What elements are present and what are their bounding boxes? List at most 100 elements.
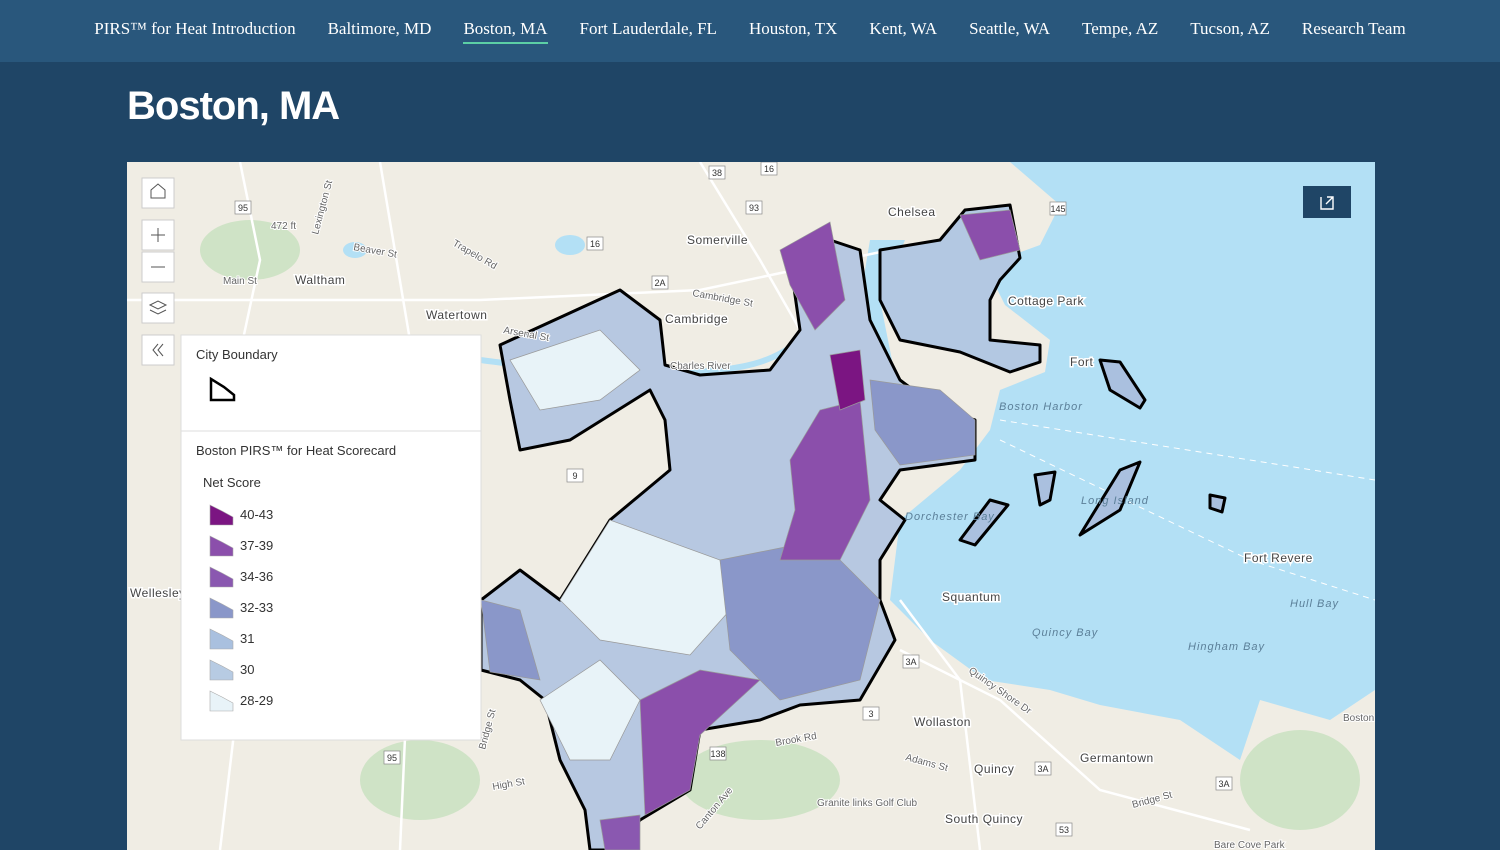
nav-link[interactable]: Kent, WA bbox=[869, 18, 938, 38]
shield-box bbox=[1034, 761, 1052, 776]
place-label: Hingham Bay bbox=[1188, 641, 1266, 653]
shield-box bbox=[586, 236, 604, 251]
legend-label: 31 bbox=[240, 631, 254, 646]
shield-box bbox=[709, 746, 727, 761]
legend-label: 32-33 bbox=[240, 600, 273, 615]
place-label: Wellesley bbox=[130, 586, 186, 600]
place-label: South Quincy bbox=[945, 812, 1023, 826]
shield-box bbox=[566, 468, 584, 483]
legend-swatch bbox=[209, 535, 234, 557]
route-shield: 3A bbox=[1037, 764, 1048, 774]
collapse-legend-button[interactable] bbox=[141, 334, 175, 366]
route-shield: 145 bbox=[1050, 204, 1065, 214]
legend-title: Boston PIRS™ for Heat Scorecard bbox=[196, 443, 396, 458]
legend-label: 40-43 bbox=[240, 507, 273, 522]
route-shield: 93 bbox=[749, 203, 759, 213]
road-label: 472 ft bbox=[271, 221, 296, 232]
place-label: Cambridge bbox=[665, 312, 728, 326]
legend-swatch bbox=[209, 659, 234, 681]
place-label: Dorchester Bay bbox=[905, 511, 995, 523]
ponds bbox=[343, 235, 585, 258]
shipping-lanes bbox=[999, 419, 1375, 601]
route-shield: 2A bbox=[654, 278, 665, 288]
place-label: Somerville bbox=[687, 233, 748, 247]
legend-swatch bbox=[209, 628, 234, 650]
place-label: Bare Cove Park bbox=[1214, 840, 1286, 850]
map-controls bbox=[141, 177, 1351, 366]
place-label: Waltham bbox=[295, 273, 345, 287]
place-label: Squantum bbox=[942, 590, 1001, 604]
open-map-button[interactable] bbox=[1303, 186, 1351, 218]
nav-link[interactable]: Boston, MA bbox=[463, 19, 548, 44]
shield-box bbox=[1049, 201, 1067, 216]
nav-link[interactable]: Houston, TX bbox=[748, 18, 838, 38]
route-shields: 95 38 16 93 16 2A 145 9 3A 3 138 95 3A 3A 53 bbox=[234, 162, 1233, 837]
place-label: Fort bbox=[1070, 355, 1094, 369]
shield-box bbox=[745, 200, 763, 215]
route-shield: 53 bbox=[1059, 825, 1069, 835]
route-shield: 3A bbox=[1218, 779, 1229, 789]
nav-link[interactable]: Research Team bbox=[1301, 18, 1406, 38]
zoom-in-button[interactable] bbox=[141, 219, 175, 251]
route-shield: 95 bbox=[238, 203, 248, 213]
place-label: Cottage Park bbox=[1008, 294, 1085, 308]
zoom-out-button[interactable] bbox=[141, 251, 175, 283]
legend: City Boundary Boston PIRS™ for Heat Scor… bbox=[180, 334, 482, 741]
legend-swatch bbox=[209, 597, 234, 619]
shield-box bbox=[383, 750, 401, 765]
shield-box bbox=[902, 654, 920, 669]
road-label: Main St bbox=[223, 276, 257, 287]
nav-link[interactable]: Tucson, AZ bbox=[1190, 18, 1270, 38]
neighborhoods bbox=[480, 209, 1021, 850]
route-shield: 3 bbox=[868, 709, 873, 719]
shield-box bbox=[760, 162, 778, 176]
nav-link[interactable]: Tempe, AZ bbox=[1082, 18, 1159, 38]
route-shield: 16 bbox=[764, 164, 774, 174]
place-label: Germantown bbox=[1080, 751, 1154, 765]
route-shield: 138 bbox=[710, 749, 725, 759]
legend-title: City Boundary bbox=[196, 347, 278, 362]
route-shield: 38 bbox=[712, 168, 722, 178]
legend-label: 30 bbox=[240, 662, 254, 677]
route-shield: 9 bbox=[572, 471, 577, 481]
place-label: Watertown bbox=[426, 308, 487, 322]
place-label: Fort Revere bbox=[1244, 551, 1313, 565]
water bbox=[860, 162, 1375, 760]
place-label: Quincy Bay bbox=[1032, 627, 1099, 639]
legend-swatch bbox=[209, 690, 234, 712]
nav-link[interactable]: PIRS™ for Heat Introduction bbox=[94, 18, 296, 38]
legend-swatch bbox=[209, 566, 234, 588]
nav-link[interactable]: Baltimore, MD bbox=[327, 18, 432, 38]
shield-box bbox=[234, 200, 252, 215]
place-label: Long Island bbox=[1081, 495, 1149, 507]
map: Chelsea Somerville Waltham Watertown Cambrid… bbox=[127, 162, 1375, 850]
shield-box bbox=[651, 275, 669, 290]
place-labels: Chelsea Somerville Waltham Watertown Cambrid… bbox=[129, 204, 1376, 850]
legend-label: 34-36 bbox=[240, 569, 273, 584]
page-title: Boston, MA bbox=[127, 84, 340, 128]
legend-swatch bbox=[209, 504, 234, 526]
place-label: Wollaston bbox=[914, 715, 971, 729]
place-label: Granite links Golf Club bbox=[817, 798, 917, 809]
place-label: Hull Bay bbox=[1290, 598, 1339, 610]
nav-link[interactable]: Fort Lauderdale, FL bbox=[579, 18, 717, 38]
boundary-swatch bbox=[209, 376, 236, 402]
route-shield: 3A bbox=[905, 657, 916, 667]
top-nav: PIRS™ for Heat Introduction Baltimore, MD… bbox=[0, 0, 1500, 62]
shield-box bbox=[1055, 822, 1073, 837]
place-label: Charles River bbox=[670, 361, 731, 372]
legend-field: Net Score bbox=[203, 475, 261, 490]
shield-box bbox=[708, 165, 726, 180]
shield-box bbox=[862, 706, 880, 721]
route-shield: 95 bbox=[387, 753, 397, 763]
legend-label: 28-29 bbox=[240, 693, 273, 708]
place-label: Chelsea bbox=[888, 205, 936, 219]
legend-label: 37-39 bbox=[240, 538, 273, 553]
home-button[interactable] bbox=[141, 177, 175, 209]
nav-link[interactable]: Seattle, WA bbox=[969, 18, 1051, 38]
place-label: Quincy bbox=[974, 762, 1014, 776]
place-label: Boston Harbor bbox=[999, 401, 1083, 413]
layers-button[interactable] bbox=[141, 292, 175, 324]
